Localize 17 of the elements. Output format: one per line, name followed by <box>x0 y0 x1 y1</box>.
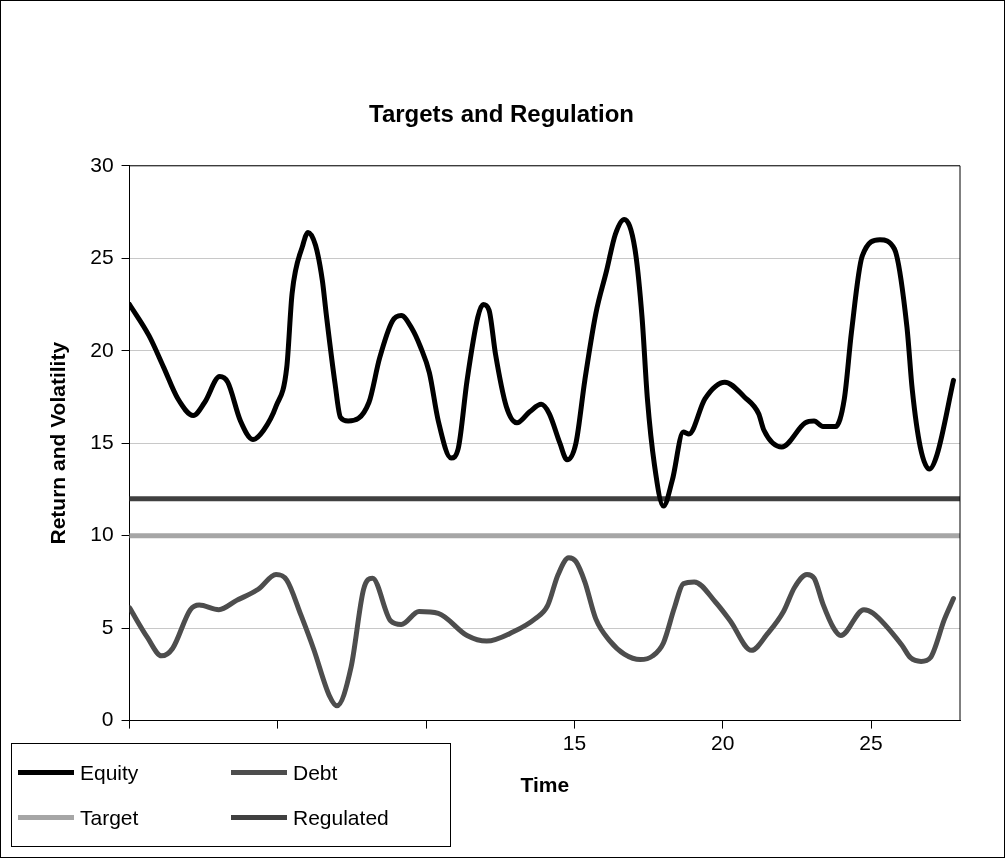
y-tick-label: 15 <box>90 430 114 453</box>
y-tick-label: 0 <box>101 707 114 731</box>
legend-label: Debt <box>293 760 338 785</box>
y-tick-label: 20 <box>90 337 114 361</box>
legend-label: Equity <box>80 760 139 785</box>
y-tick-label: 30 <box>90 152 114 176</box>
x-tick-label: 25 <box>859 731 883 754</box>
x-tick-label: 20 <box>711 731 735 754</box>
y-tick-label: 5 <box>101 614 114 638</box>
y-tick-label: 10 <box>90 522 114 546</box>
legend-label: Target <box>80 805 139 830</box>
chart-title: Targets and Regulation <box>369 100 634 128</box>
legend-label: Regulated <box>293 805 389 830</box>
x-tick-label: 15 <box>562 731 587 754</box>
y-axis-title: Return and Volatility <box>46 341 70 545</box>
y-tick-label: 25 <box>90 245 114 269</box>
x-axis-title: Time <box>520 773 570 797</box>
